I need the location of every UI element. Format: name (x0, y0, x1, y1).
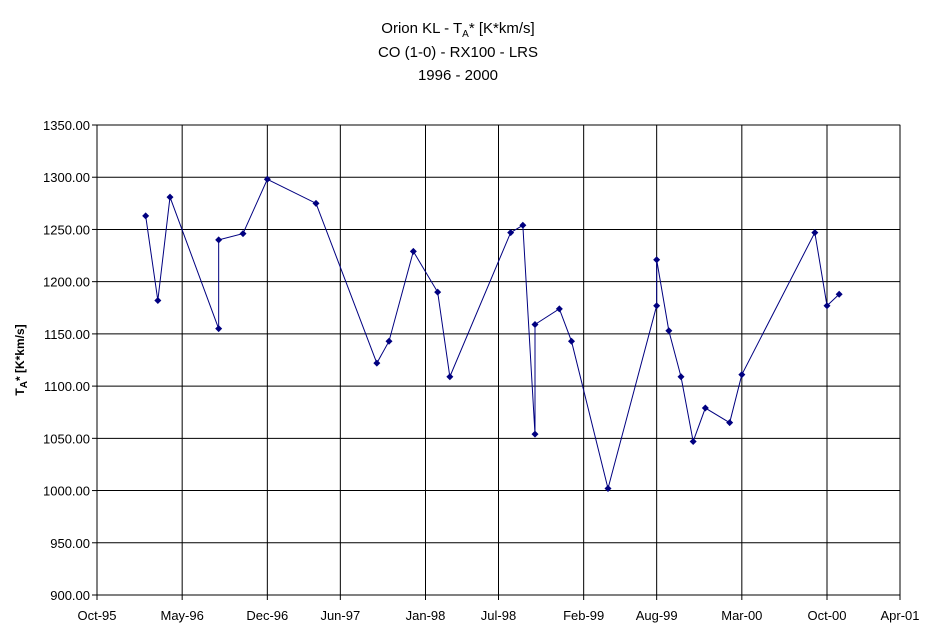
y-tick-label: 1050.00 (43, 431, 90, 446)
data-point (166, 193, 174, 201)
x-tick-label: Jul-98 (481, 608, 516, 623)
data-point (811, 229, 819, 237)
data-point (531, 430, 539, 438)
y-label-text: T (13, 388, 27, 396)
x-tick-label: Apr-01 (880, 608, 919, 623)
y-axis-label: TA* [K*km/s] (13, 324, 30, 395)
x-tick-label: Oct-00 (807, 608, 846, 623)
data-point (689, 437, 697, 445)
y-tick-label: 1300.00 (43, 170, 90, 185)
data-point (677, 373, 685, 381)
y-label-text: * [K*km/s] (13, 324, 27, 381)
y-tick-label: 900.00 (50, 588, 90, 603)
y-tick-label: 1350.00 (43, 118, 90, 133)
x-tick-label: Mar-00 (721, 608, 762, 623)
data-point (738, 371, 746, 379)
data-point (239, 230, 247, 238)
data-point (701, 404, 709, 412)
data-point (446, 373, 454, 381)
data-point (653, 302, 661, 310)
data-point (823, 302, 831, 310)
data-point (726, 419, 734, 427)
chart-title-line: CO (1-0) - RX100 - LRS (378, 44, 538, 61)
data-point (604, 484, 612, 492)
chart-title-line: 1996 - 2000 (418, 67, 498, 84)
y-tick-label: 1150.00 (44, 327, 90, 342)
data-point (555, 305, 563, 313)
x-tick-label: May-96 (160, 608, 203, 623)
data-point (531, 320, 539, 328)
x-tick-label: Jan-98 (406, 608, 446, 623)
data-point (215, 236, 223, 244)
data-point (215, 325, 223, 333)
title-text: * [K*km/s] (469, 20, 535, 37)
y-tick-label: 1100.00 (44, 379, 90, 394)
y-label-subscript: A (19, 381, 30, 388)
data-point (385, 337, 393, 345)
data-point (519, 221, 527, 229)
data-point (434, 288, 442, 296)
data-point (665, 327, 673, 335)
data-point (409, 247, 417, 255)
data-point (154, 296, 162, 304)
data-point (507, 229, 515, 237)
y-tick-label: 1200.00 (43, 275, 90, 290)
x-tick-label: Oct-95 (77, 608, 116, 623)
x-tick-label: Aug-99 (636, 608, 678, 623)
y-tick-label: 1000.00 (43, 484, 90, 499)
title-subscript: A (462, 29, 469, 40)
data-point (312, 199, 320, 207)
data-point (142, 212, 150, 220)
data-point (263, 175, 271, 183)
data-point (835, 290, 843, 298)
chart-title-line: Orion KL - TA* [K*km/s] (381, 20, 534, 40)
data-point (568, 337, 575, 345)
title-text: Orion KL - T (381, 20, 462, 37)
data-point (373, 359, 381, 367)
x-tick-label: Jun-97 (320, 608, 360, 623)
data-point (653, 256, 661, 264)
y-tick-label: 950.00 (50, 536, 90, 551)
x-tick-label: Dec-96 (246, 608, 288, 623)
y-tick-label: 1250.00 (43, 222, 90, 237)
x-tick-label: Feb-99 (563, 608, 604, 623)
